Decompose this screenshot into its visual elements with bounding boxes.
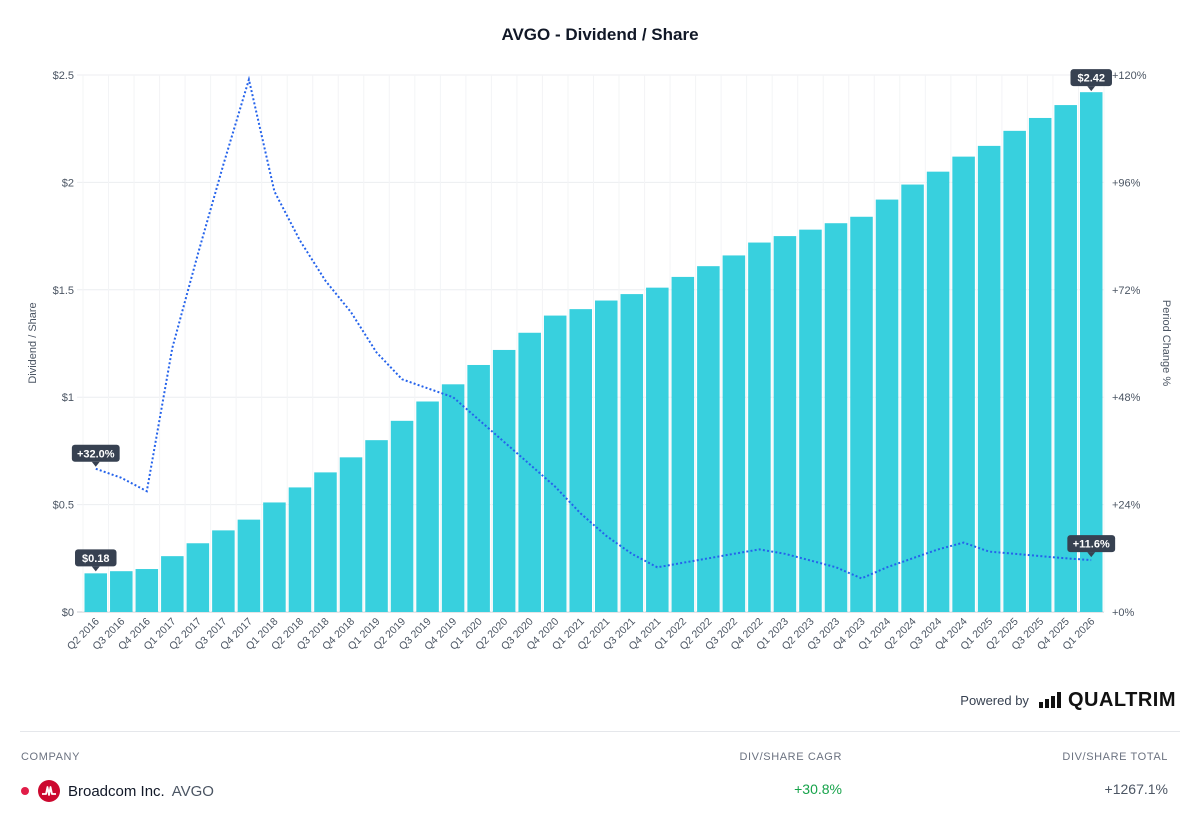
cagr-value: +30.8%: [794, 781, 842, 797]
bar: [186, 543, 210, 612]
bar: [314, 472, 337, 612]
bar: [237, 519, 261, 612]
bar: [824, 223, 848, 612]
dividend-chart: AVGO - Dividend / Share $0 $0.5 $1 $1.5 $2 $2…: [27, 25, 1172, 653]
y-tick-label: $2.5: [53, 70, 74, 82]
badge-text: +11.6%: [1073, 539, 1110, 551]
series-color-dot: [21, 787, 29, 795]
bar: [799, 229, 822, 612]
total-value: +1267.1%: [1104, 781, 1168, 797]
last-change-label: +11.6%: [1067, 535, 1116, 558]
divider: [20, 731, 1180, 732]
bar: [543, 315, 567, 612]
y2-tick-label: +72%: [1112, 285, 1141, 297]
bar: [84, 573, 108, 612]
badge-pointer: [1087, 552, 1096, 558]
bar: [1028, 117, 1052, 613]
first-bar-label: $0.18: [75, 549, 117, 572]
brand-name: QUALTRIM: [1067, 688, 1176, 711]
bar: [671, 276, 695, 612]
badge-background: [75, 549, 117, 567]
bar: [416, 401, 439, 612]
bar: [1054, 105, 1077, 613]
badge-pointer: [1087, 86, 1096, 92]
y-axis-label: Dividend / Share: [27, 302, 39, 383]
bar: [952, 156, 975, 612]
y2-tick-label: +0%: [1112, 607, 1135, 619]
y2-tick-label: +24%: [1112, 500, 1141, 512]
brand-logo[interactable]: QUALTRIM: [1038, 688, 1176, 712]
bar: [518, 332, 541, 612]
bars-icon: [1038, 692, 1061, 708]
y2-axis-label: Period Change %: [1160, 300, 1172, 386]
bar: [467, 364, 490, 612]
bar: [390, 420, 414, 612]
badge-pointer: [91, 461, 100, 467]
bar: [288, 487, 312, 612]
table-row[interactable]: Broadcom Inc. AVGO: [21, 780, 214, 802]
bar: [1079, 92, 1103, 612]
first-change-label: +32.0%: [71, 444, 120, 467]
bar: [748, 242, 771, 612]
bar: [875, 199, 899, 613]
header-company: COMPANY: [21, 751, 81, 763]
y-tick-label: $0: [62, 607, 74, 619]
bar: [773, 236, 797, 612]
bar: [1003, 130, 1026, 612]
badge-background: [1067, 535, 1116, 553]
y2-tick-label: +48%: [1112, 392, 1141, 404]
bar: [850, 216, 873, 612]
bar: [595, 300, 618, 612]
company-ticker: AVGO: [171, 782, 214, 800]
bar: [620, 294, 644, 612]
company-name[interactable]: Broadcom Inc.: [68, 782, 165, 800]
bar: [492, 349, 516, 612]
powered-by[interactable]: Powered by QUALTRIM: [960, 689, 1176, 711]
bar: [110, 571, 133, 612]
badge-text: $0.18: [82, 553, 110, 565]
bar: [926, 171, 950, 612]
y2-tick-label: +120%: [1112, 70, 1147, 82]
bar: [569, 309, 592, 612]
bar: [646, 287, 669, 612]
badge-background: [71, 444, 120, 462]
bar: [212, 530, 235, 612]
y-tick-label: $1: [62, 392, 74, 404]
broadcom-logo-icon: [38, 780, 60, 802]
bar: [263, 502, 286, 612]
last-bar-label: $2.42: [1070, 69, 1112, 92]
bar: [161, 556, 184, 612]
powered-by-text: Powered by: [960, 692, 1029, 708]
y-tick-label: $1.5: [53, 285, 74, 297]
bar: [977, 145, 1001, 612]
y2-tick-label: +96%: [1112, 177, 1141, 189]
bar: [722, 255, 746, 612]
chart-title: AVGO - Dividend / Share: [501, 25, 698, 44]
bar: [441, 384, 465, 612]
header-total: DIV/SHARE TOTAL: [1062, 751, 1168, 763]
y-tick-label: $2: [62, 177, 74, 189]
badge-background: [1070, 69, 1112, 87]
header-cagr: DIV/SHARE CAGR: [739, 751, 842, 763]
bar: [901, 184, 924, 612]
badge-text: $2.42: [1077, 73, 1105, 85]
y-tick-label: $0.5: [53, 500, 74, 512]
badge-text: +32.0%: [77, 448, 115, 460]
bar: [135, 569, 159, 612]
bar: [365, 440, 388, 612]
bar: [697, 266, 720, 612]
bar: [339, 457, 363, 612]
badge-pointer: [91, 566, 100, 572]
series-line-period-change: [95, 75, 1092, 580]
